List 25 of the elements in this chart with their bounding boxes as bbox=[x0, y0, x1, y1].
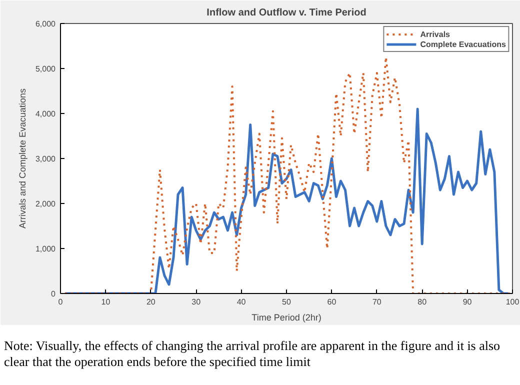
x-tick-label: 100 bbox=[506, 298, 520, 306]
x-tick-label: 50 bbox=[282, 298, 292, 306]
y-tick-label: 4,000 bbox=[35, 110, 56, 118]
x-tick-label: 30 bbox=[192, 298, 202, 306]
x-tick-label: 10 bbox=[101, 298, 111, 306]
x-tick-label: 60 bbox=[327, 298, 337, 306]
x-tick-label: 70 bbox=[372, 298, 382, 306]
x-tick-label: 40 bbox=[236, 298, 246, 306]
legend-label: Arrivals bbox=[420, 29, 450, 39]
x-tick-label: 90 bbox=[462, 298, 472, 306]
text: Note: Visually, the effects of changing the arrival profile are apparent in the figure and it is also clear that the operation ends before the specified time limit bbox=[4, 338, 502, 370]
x-tick-label: 80 bbox=[418, 298, 428, 306]
x-axis-title: Time Period (2hr) bbox=[252, 312, 322, 322]
x-tick-label: 0 bbox=[58, 298, 64, 306]
y-tick-label: 1,000 bbox=[35, 244, 56, 254]
legend-label: Complete Evacuations bbox=[420, 39, 506, 49]
y-tick-label: 6,000 bbox=[35, 20, 56, 28]
chart-title: Inflow and Outflow v. Time Period bbox=[206, 8, 366, 18]
y-axis-title: Arrivals and Complete Evacuations bbox=[17, 88, 28, 229]
y-tick-label: 0 bbox=[51, 290, 56, 298]
x-tick-label: 20 bbox=[146, 298, 156, 306]
y-tick-label: 2,000 bbox=[35, 200, 56, 208]
line-series bbox=[64, 56, 512, 294]
y-tick-label: 5,000 bbox=[35, 64, 56, 74]
y-tick-label: 3,000 bbox=[35, 154, 56, 164]
